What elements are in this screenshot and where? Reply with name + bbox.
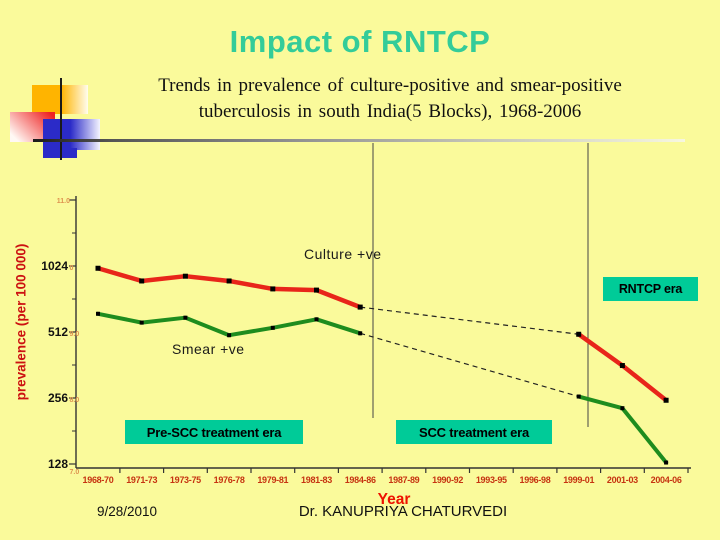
x-tick-label: 1979-81 [257, 475, 288, 485]
subtitle-line-2: tuberculosis in south India(5 Blocks), 1… [198, 101, 582, 122]
data-point-marker-culture-positive [576, 331, 582, 337]
gap-dashed-connector-smear-positive [360, 332, 579, 398]
data-point-marker-smear-positive [620, 406, 625, 411]
x-tick-label: 1984-86 [345, 475, 376, 485]
y-tick-label: 128 [48, 457, 68, 471]
data-point-marker-smear-positive [139, 320, 144, 325]
x-axis-title: Year [377, 491, 411, 508]
data-point-marker-smear-positive [314, 317, 319, 322]
x-tick-label: 1993-95 [476, 475, 507, 485]
gap-dashed-connector-culture-positive [360, 306, 579, 335]
x-tick-label: 1973-75 [170, 475, 201, 485]
y-tick-label: 256 [48, 391, 68, 405]
y-tick-remnant-label: 11.0 [57, 198, 70, 205]
data-point-marker-smear-positive [183, 315, 188, 320]
x-tick-label: 1987-89 [388, 475, 419, 485]
series-line-culture-positive [95, 266, 363, 310]
corner-decoration-blue-square [43, 119, 100, 150]
data-point-marker-culture-positive [663, 397, 669, 403]
x-tick-label: 1981-83 [301, 475, 332, 485]
x-tick-label: 1999-01 [563, 475, 594, 485]
y-tick-remnant-label: 7.0 [70, 469, 80, 476]
x-tick-label: 2004-06 [651, 475, 682, 485]
x-tick-label: 1968-70 [83, 475, 114, 485]
data-point-marker-culture-positive [270, 286, 276, 292]
data-point-marker-smear-positive [576, 394, 581, 399]
footer-author: Dr. KANUPRIYA CHATURVEDI [298, 503, 508, 520]
page-title: Impact of RNTCP [229, 24, 491, 59]
data-point-marker-culture-positive [182, 273, 188, 279]
data-point-marker-culture-positive [226, 278, 232, 284]
y-tick-remnant-label: 0 [70, 265, 74, 272]
data-point-marker-smear-positive [227, 333, 232, 338]
data-point-marker-smear-positive [270, 325, 275, 330]
data-point-marker-culture-positive [139, 278, 145, 284]
corner-decoration-vertical-line [60, 78, 62, 160]
x-tick-label: 1976-78 [214, 475, 245, 485]
y-axis-title: prevalence (per 100 000) [13, 243, 29, 401]
culture-series-label: Culture +ve [304, 246, 382, 262]
data-point-marker-culture-positive [95, 265, 101, 271]
x-tick-label: 1971-73 [126, 475, 157, 485]
data-point-marker-culture-positive [314, 287, 319, 293]
chart-subtitle: Trends in prevalence of culture-positive… [75, 73, 705, 125]
rntcp-era-label-box: RNTCP era [603, 277, 698, 301]
data-point-marker-smear-positive [358, 331, 363, 336]
data-point-marker-culture-positive [357, 304, 363, 310]
x-tick-label: 1990-92 [432, 475, 463, 485]
data-point-marker-smear-positive [96, 311, 100, 316]
title-divider-rule [33, 139, 685, 142]
y-tick-remnant-label: 8.0 [70, 397, 80, 404]
footer-date: 9/28/2010 [97, 504, 158, 519]
pre-scc-era-label-box: Pre-SCC treatment era [125, 420, 303, 444]
y-tick-label: 1024 [41, 259, 68, 273]
y-tick-label: 512 [48, 325, 68, 339]
scc-era-label-box: SCC treatment era [396, 420, 552, 444]
x-tick-label: 1996-98 [520, 475, 551, 485]
subtitle-line-1: Trends in prevalence of culture-positive… [158, 75, 622, 96]
data-point-marker-smear-positive [664, 460, 669, 465]
data-point-marker-culture-positive [619, 363, 625, 369]
x-tick-label: 2001-03 [607, 475, 638, 485]
y-tick-remnant-label: 9.0 [70, 331, 80, 338]
series-line-smear-positive [96, 311, 363, 338]
smear-series-label: Smear +ve [172, 341, 245, 357]
